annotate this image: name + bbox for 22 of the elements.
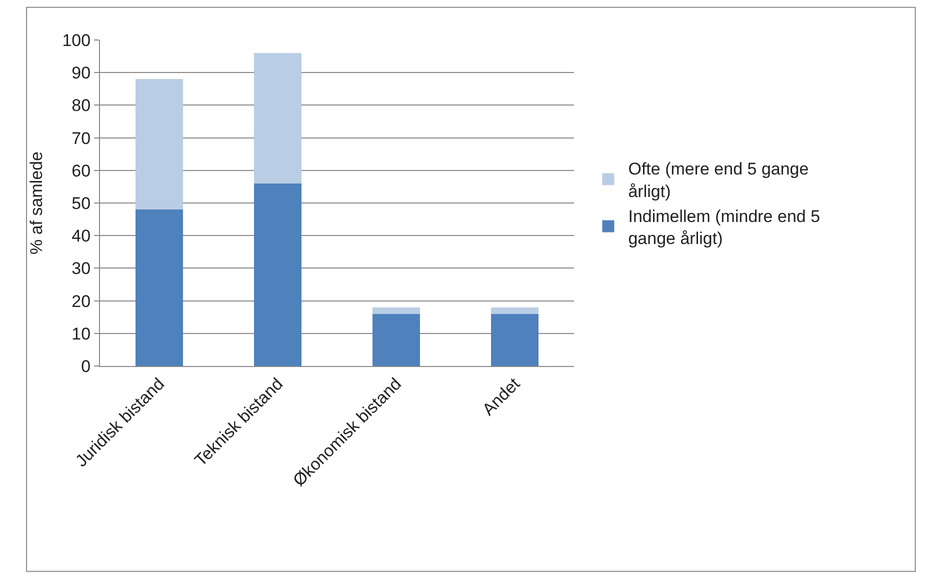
bar [136,79,183,210]
y-tick-label: 80 [72,96,91,116]
bar [254,183,302,366]
y-tick-label: 30 [72,259,91,278]
y-axis-title: % af samlede [26,152,46,254]
y-tick-label: 40 [72,226,91,246]
y-tick-label: 20 [72,292,91,311]
y-tick-label: 10 [72,324,91,344]
y-tick-label: 70 [72,128,91,148]
bar [491,307,538,314]
bar [254,53,302,184]
legend-label: Ofte (mere end 5 gange årligt) [628,160,809,201]
y-tick-label: 100 [62,30,91,50]
bar [491,314,538,366]
y-tick-label: 0 [81,356,91,376]
y-tick-label: 50 [72,194,91,213]
bar [372,307,420,314]
legend-label: Indimellem (mindre end 5 gange årligt) [628,206,820,248]
bar [372,314,420,366]
bar [136,210,183,366]
y-tick-label: 60 [72,161,91,180]
y-tick-label: 90 [72,64,91,83]
